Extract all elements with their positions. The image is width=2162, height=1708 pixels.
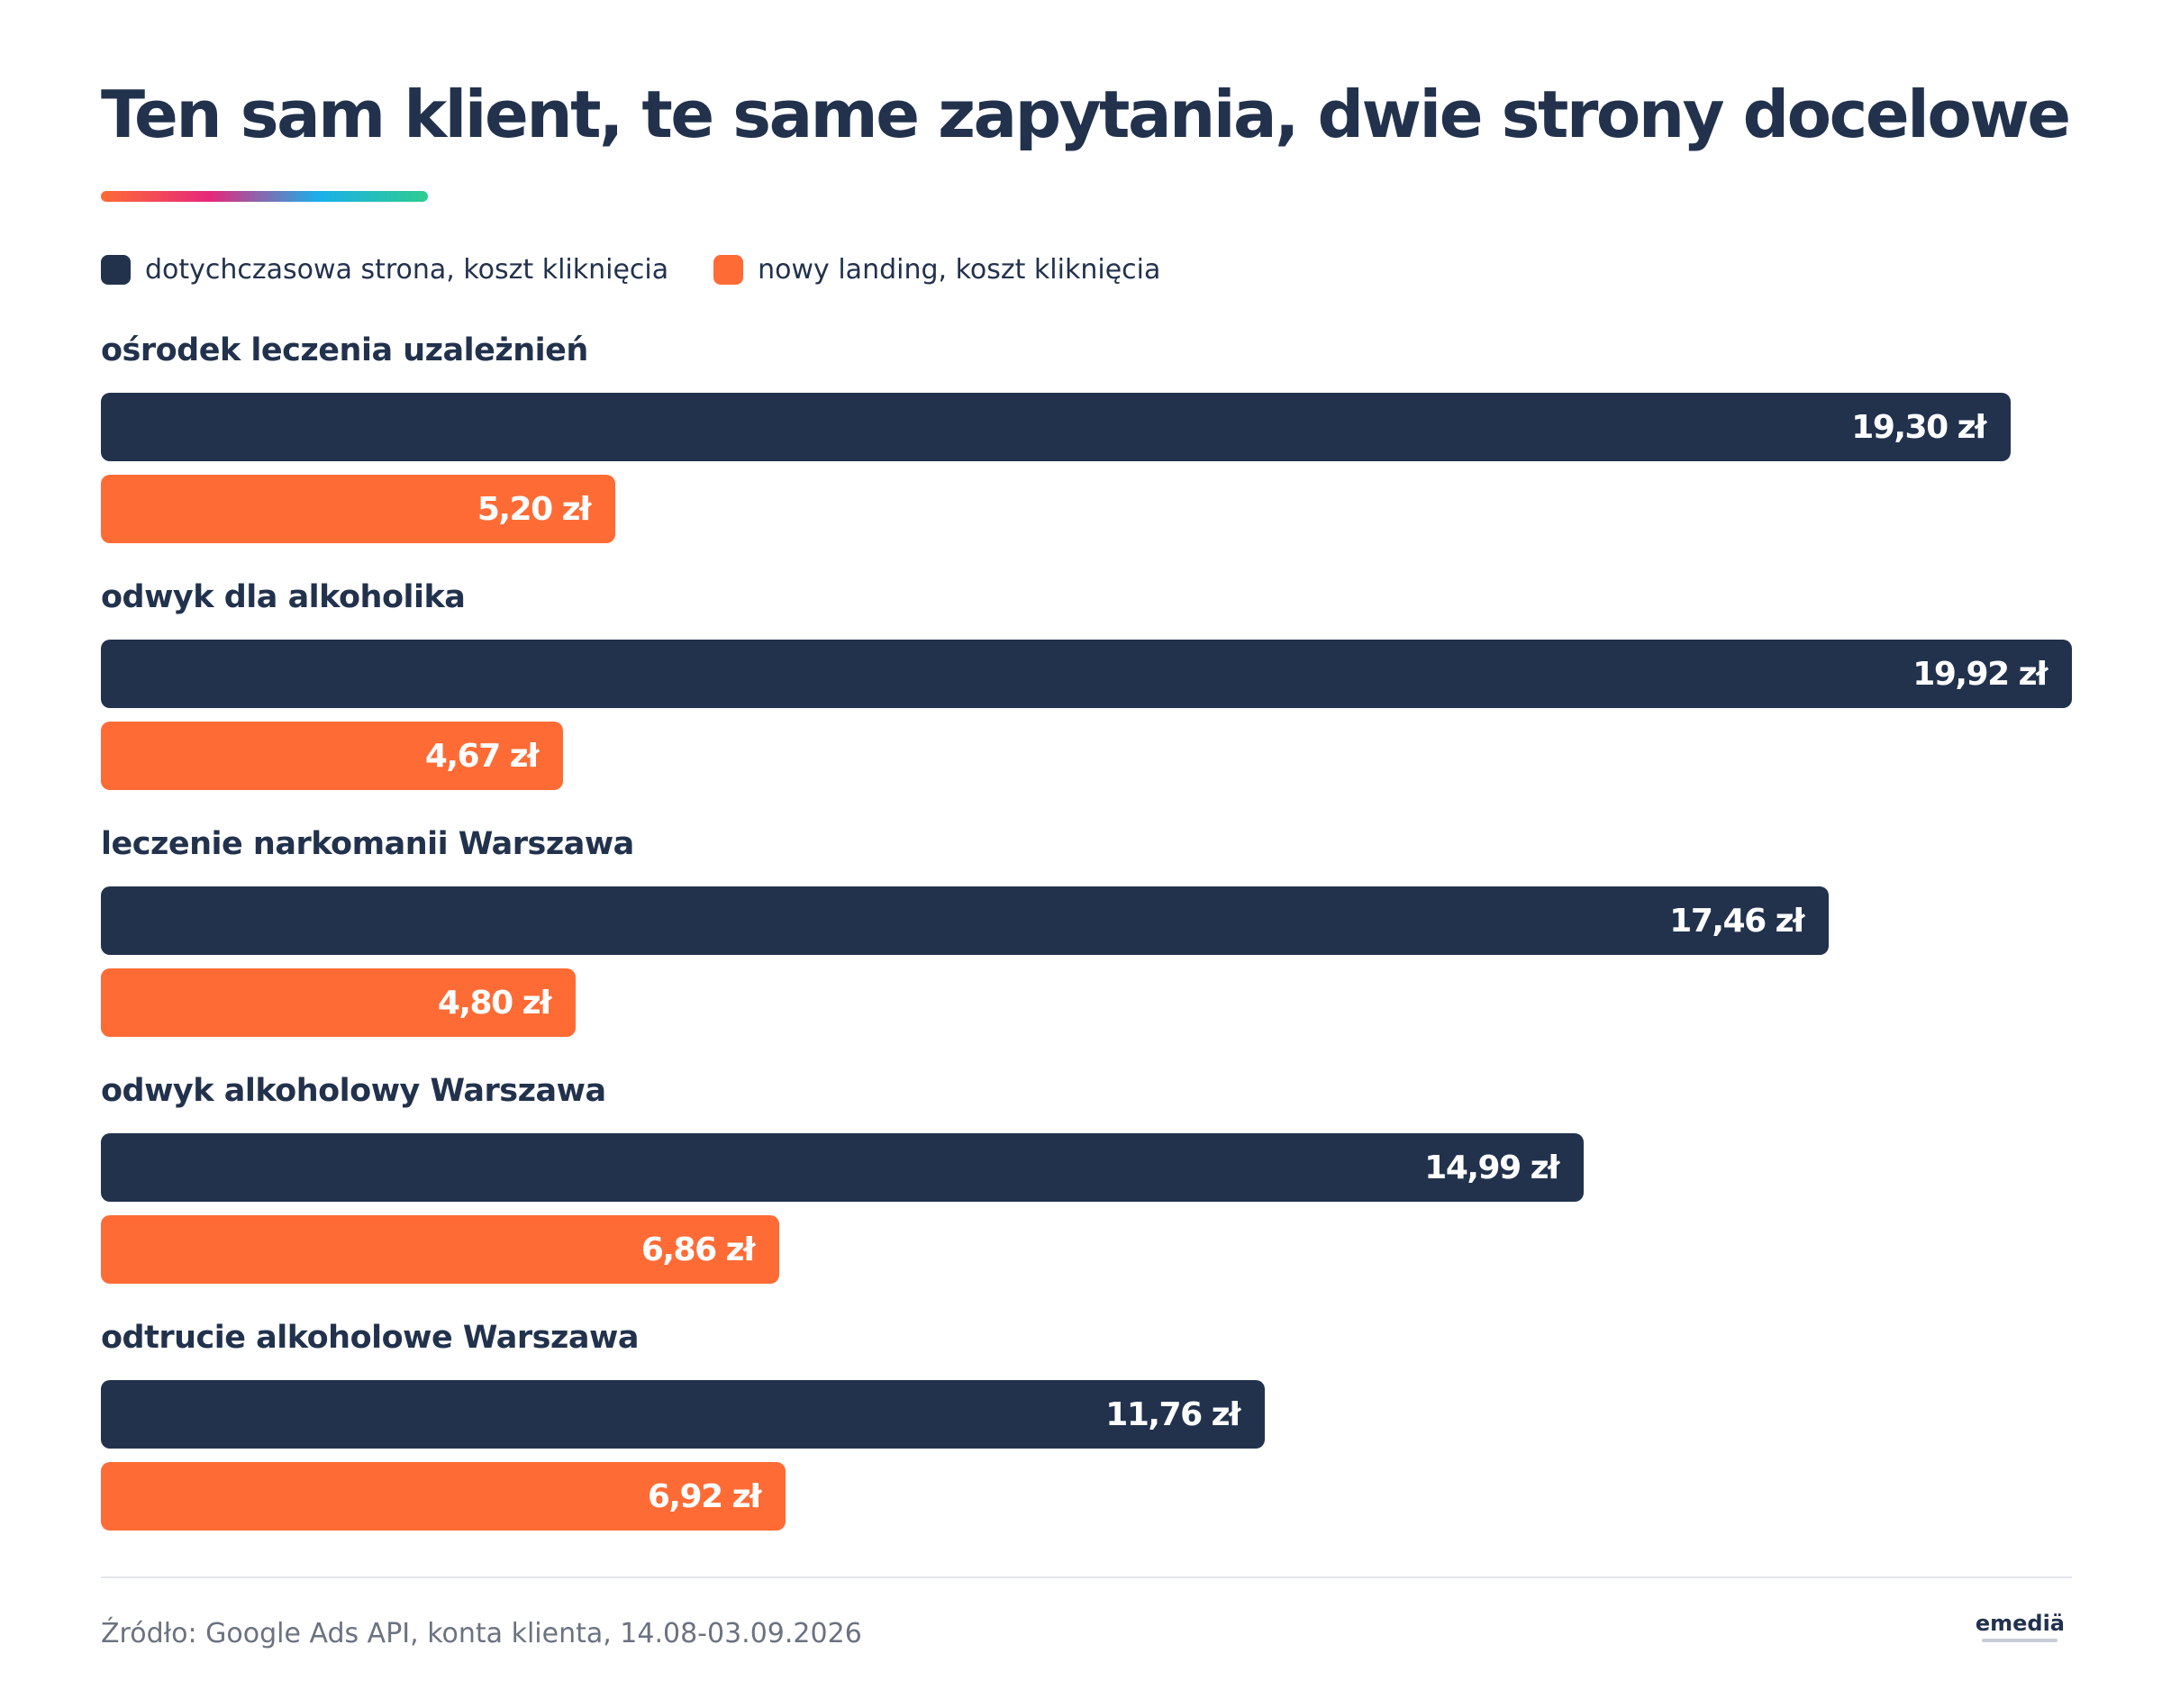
legend-item-new-landing: nowy landing, koszt kliknięcia: [713, 254, 1160, 286]
bar-old-page: 19,92 zł: [101, 640, 2072, 708]
bar-value-label: 4,80 zł: [437, 984, 552, 1022]
bar-value-label: 14,99 zł: [1424, 1149, 1559, 1186]
category-label: leczenie narkomanii Warszawa: [101, 826, 634, 862]
bar-old-page: 14,99 zł: [101, 1133, 1584, 1202]
footer-divider: [101, 1576, 2072, 1578]
category-label: odwyk dla alkoholika: [101, 579, 466, 615]
bar-old-page: 11,76 zł: [101, 1380, 1265, 1449]
bar-new-landing: 6,92 zł: [101, 1462, 786, 1531]
bar-value-label: 4,67 zł: [424, 737, 540, 775]
bar-value-label: 6,86 zł: [640, 1231, 756, 1268]
legend-swatch-orange: [713, 255, 744, 285]
category-label: odtrucie alkoholowe Warszawa: [101, 1320, 639, 1356]
logo-tagline-line: [1982, 1639, 2058, 1642]
legend: dotychczasowa strona, koszt kliknięcia n…: [101, 254, 1205, 286]
bar-value-label: 5,20 zł: [477, 490, 592, 528]
bar-value-label: 17,46 zł: [1669, 902, 1804, 940]
bar-value-label: 19,92 zł: [1912, 655, 2048, 693]
brand-logo: emediä: [1976, 1613, 2065, 1642]
bar-value-label: 11,76 zł: [1105, 1395, 1240, 1433]
source-note: Źródło: Google Ads API, konta klienta, 1…: [101, 1618, 862, 1649]
logo-wordmark: emediä: [1975, 1611, 2065, 1636]
title-underline-gradient: [101, 191, 428, 202]
legend-item-old-page: dotychczasowa strona, koszt kliknięcia: [101, 254, 668, 286]
category-label: ośrodek leczenia uzależnień: [101, 332, 588, 368]
bar-old-page: 17,46 zł: [101, 886, 1829, 955]
bar-new-landing: 4,80 zł: [101, 968, 576, 1037]
bar-old-page: 19,30 zł: [101, 393, 2011, 461]
bar-new-landing: 5,20 zł: [101, 475, 615, 543]
bar-value-label: 6,92 zł: [647, 1477, 762, 1515]
legend-label-old-page: dotychczasowa strona, koszt kliknięcia: [145, 254, 669, 286]
legend-swatch-dark: [101, 255, 131, 285]
chart-title: Ten sam klient, te same zapytania, dwie …: [101, 77, 2071, 152]
bar-value-label: 19,30 zł: [1851, 408, 1986, 446]
legend-label-new-landing: nowy landing, koszt kliknięcia: [758, 254, 1161, 286]
bar-new-landing: 6,86 zł: [101, 1215, 779, 1284]
category-label: odwyk alkoholowy Warszawa: [101, 1073, 606, 1109]
bar-new-landing: 4,67 zł: [101, 722, 563, 790]
